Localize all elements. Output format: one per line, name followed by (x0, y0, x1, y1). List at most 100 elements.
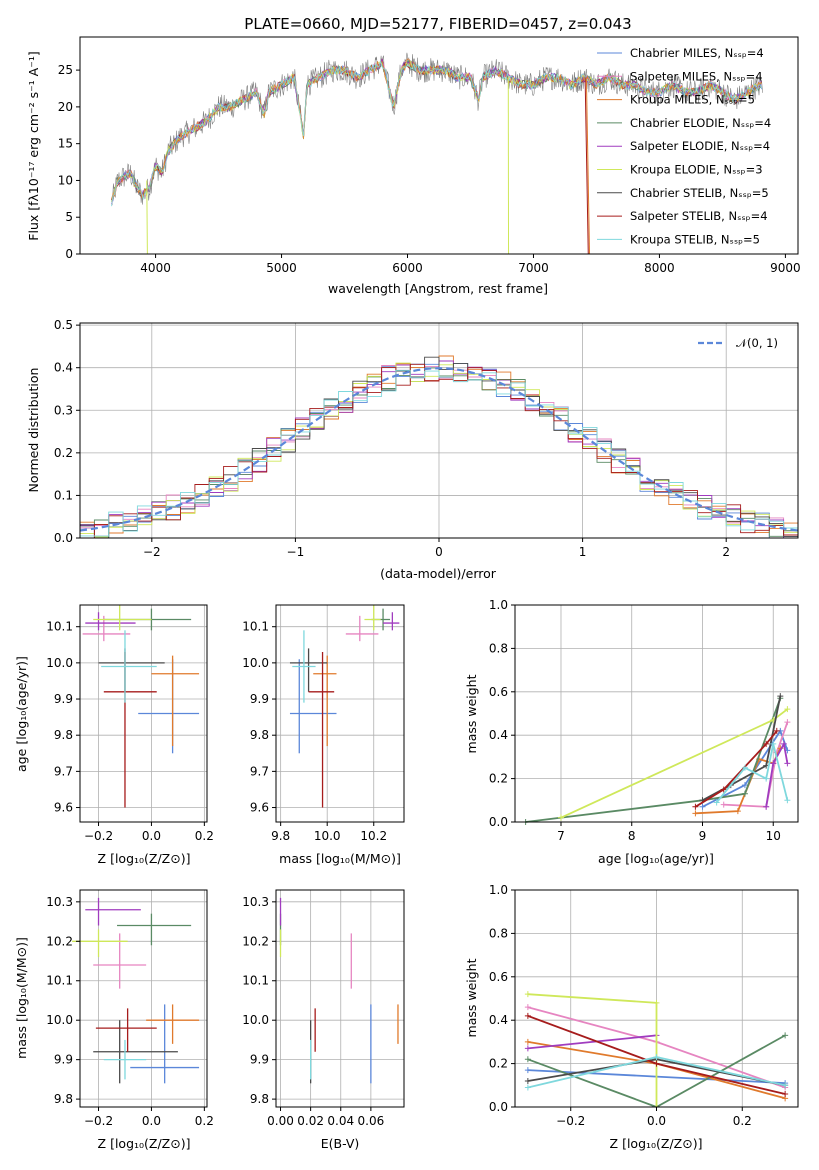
mass-weight-line (765, 741, 789, 807)
y-tick-label: 10.2 (46, 934, 73, 948)
y-tick-label: 9.9 (250, 692, 269, 706)
x-tick-label: 8 (628, 829, 636, 843)
spectrum-title: PLATE=0660, MJD=52177, FIBERID=0457, z=0… (244, 15, 631, 33)
legend-label: Kroupa STELIB, Nₛₛₚ=5 (630, 232, 760, 246)
mass-weight-marker (777, 693, 784, 700)
x-tick-label: −0.2 (84, 829, 113, 843)
x-tick-label: 0.06 (358, 1114, 385, 1128)
mass-weight-marker (524, 1004, 531, 1011)
mass-weight-line (702, 695, 782, 802)
x-tick-label: 7000 (518, 261, 549, 275)
x-tick-label: 5000 (266, 261, 297, 275)
spectrum-dropout (585, 77, 591, 255)
spectrum-xlabel: wavelength [Angstrom, rest frame] (328, 281, 548, 296)
y-tick-label: 10.1 (46, 974, 73, 988)
y-tick-label: 9.7 (250, 764, 269, 778)
age-vs-Z-xlabel: Z [log₁₀(Z/Z⊙)] (98, 851, 191, 866)
residual-histogram-5 (80, 362, 798, 538)
x-tick-label: 9 (699, 829, 707, 843)
y-tick-label: 9.6 (54, 801, 73, 815)
x-tick-label: 7 (557, 829, 565, 843)
y-tick-label: 10.0 (242, 1013, 269, 1027)
x-tick-label: 4000 (140, 261, 171, 275)
mass-weight-marker (653, 1054, 660, 1061)
y-tick-label: 25 (58, 63, 73, 77)
y-tick-label: 10.3 (46, 895, 73, 909)
mass-weight-marker (763, 775, 770, 782)
y-tick-label: 0.2 (489, 1057, 508, 1071)
y-tick-label: 0.4 (489, 728, 508, 742)
y-tick-label: 0.6 (489, 685, 508, 699)
x-tick-label: 0 (435, 545, 443, 559)
x-tick-label: 10.0 (314, 829, 341, 843)
x-tick-label: 10.2 (360, 829, 387, 843)
x-tick-label: 0.0 (647, 1114, 666, 1128)
legend-label: Salpeter ELODIE, Nₛₛₚ=4 (630, 139, 770, 153)
x-tick-label: 9000 (770, 261, 801, 275)
mass-weight-line (527, 1034, 657, 1050)
y-tick-label: 9.6 (250, 801, 269, 815)
mass-weight-marker (763, 740, 770, 747)
spectrum-dropout (584, 77, 589, 255)
y-tick-label: 0.4 (489, 1013, 508, 1027)
y-tick-label: 0.4 (54, 361, 73, 375)
age-vs-mass-xlabel: mass [log₁₀(M/M⊙)] (279, 851, 401, 866)
y-tick-label: 9.8 (54, 728, 73, 742)
y-tick-label: 0.2 (54, 446, 73, 460)
normal-reference-curve (79, 367, 799, 532)
mass-weight-marker (653, 999, 660, 1006)
mass-weight-marker (734, 808, 741, 815)
y-tick-label: 10.0 (46, 1013, 73, 1027)
spectrum-panel: PLATE=0660, MJD=52177, FIBERID=0457, z=0… (26, 15, 801, 296)
mass-weight-marker (524, 1045, 531, 1052)
mass-weight-line (525, 697, 782, 823)
mass-weight-marker (763, 803, 770, 810)
x-tick-label: 0.00 (267, 1114, 294, 1128)
y-tick-label: 10.0 (242, 656, 269, 670)
y-tick-label: 0.6 (489, 970, 508, 984)
mass-weight-marker (524, 1077, 531, 1084)
spectrum-legend: Chabrier MILES, Nₛₛₚ=4 Salpeter MILES, Nₛ… (597, 46, 771, 246)
mass-vs-EBV-xlabel: E(B-V) (321, 1136, 360, 1151)
y-tick-label: 1.0 (489, 598, 508, 612)
mass-weight-marker (741, 782, 748, 789)
residuals-legend: 𝒩(0, 1) (698, 336, 778, 350)
spectrum-dropout (146, 180, 148, 255)
mass-weight-vs-Z-ylabel: mass weight (464, 958, 479, 1037)
x-tick-label: 0.02 (297, 1114, 324, 1128)
x-tick-label: 8000 (644, 261, 675, 275)
mass-weight-marker (653, 1060, 660, 1067)
y-tick-label: 10 (58, 173, 73, 187)
x-tick-label: 0.2 (195, 1114, 214, 1128)
x-tick-label: 0.2 (733, 1114, 752, 1128)
mass-weight-marker (784, 706, 791, 713)
mass-weight-marker (557, 814, 564, 821)
y-tick-label: 9.8 (250, 728, 269, 742)
mass-weight-marker (782, 1032, 789, 1039)
x-tick-label: −2 (143, 545, 161, 559)
mass-weight-marker (524, 1012, 531, 1019)
mass-weight-marker (770, 760, 777, 767)
mass-weight-vs-age-ylabel: mass weight (464, 674, 479, 753)
y-tick-label: 5 (65, 210, 73, 224)
mass-weight-marker (720, 786, 727, 793)
y-tick-label: 20 (58, 100, 73, 114)
y-tick-label: 9.9 (250, 1053, 269, 1067)
mass-weight-marker (780, 740, 787, 747)
mass-weight-marker (784, 760, 791, 767)
mass-vs-Z-panel: −0.2 0.0 0.2 9.8 9.9 10.0 10.1 10.2 10.3 Z [log₁… (14, 889, 214, 1151)
y-tick-label: 0.8 (489, 926, 508, 940)
legend-normal-label: 𝒩(0, 1) (736, 336, 778, 350)
x-tick-label: 0.0 (142, 829, 161, 843)
y-tick-label: 9.9 (54, 1053, 73, 1067)
residuals-xlabel: (data-model)/error (380, 566, 497, 581)
mass-weight-marker (720, 801, 727, 808)
mass-weight-marker (524, 991, 531, 998)
mass-weight-marker (773, 727, 780, 734)
y-tick-label: 1.0 (489, 883, 508, 897)
y-tick-label: 10.1 (242, 974, 269, 988)
y-tick-label: 0.3 (54, 403, 73, 417)
y-tick-label: 10.3 (242, 895, 269, 909)
mass-weight-marker (524, 1038, 531, 1045)
